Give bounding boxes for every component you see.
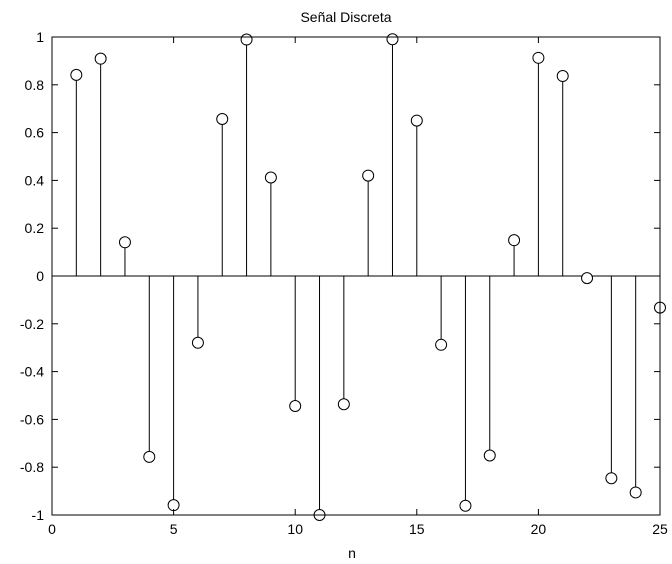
- stem-marker: [118, 236, 131, 249]
- chart-title: Señal Discreta: [300, 9, 391, 25]
- stem-marker: [459, 499, 472, 512]
- stem-marker: [508, 234, 521, 247]
- axis-ticks: 0 5 10 15 20 25 -1 -0.8 -0.6 -0.4 -0.2 0 0.2 0.4 0.6 0.…: [20, 29, 668, 537]
- y-tick-label: -0.6: [20, 411, 44, 427]
- stem-marker: [240, 33, 253, 46]
- y-tick-label: -0.2: [20, 316, 44, 332]
- x-tick-label: 10: [287, 521, 303, 537]
- x-tick-label: 15: [409, 521, 425, 537]
- stem-marker: [143, 450, 156, 463]
- y-tick-label: -1: [32, 507, 45, 523]
- plot-area: [52, 33, 666, 521]
- y-tick-label: 0.8: [25, 77, 45, 93]
- y-tick-label: 0.2: [25, 220, 45, 236]
- x-axis-label: n: [348, 545, 356, 561]
- stem-marker: [410, 114, 423, 127]
- stem-marker: [289, 400, 302, 413]
- stem-marker: [216, 112, 229, 125]
- stem-marker: [70, 68, 83, 81]
- y-tick-label: 0.4: [25, 172, 45, 188]
- y-tick-label: 0: [36, 268, 44, 284]
- y-tick-label: -0.8: [20, 459, 44, 475]
- stem-marker: [605, 472, 618, 485]
- stem-marker: [556, 70, 569, 83]
- x-tick-label: 20: [531, 521, 547, 537]
- stem-marker: [386, 33, 399, 46]
- stem-marker: [337, 398, 350, 411]
- x-tick-label: 25: [652, 521, 668, 537]
- x-tick-label: 0: [48, 521, 56, 537]
- x-tick-label: 5: [170, 521, 178, 537]
- stem-marker: [532, 51, 545, 64]
- stem-marker: [581, 272, 594, 285]
- stem-marker: [191, 336, 204, 349]
- stem-marker: [435, 338, 448, 351]
- stem-marker: [362, 169, 375, 182]
- stem-marker: [629, 486, 642, 499]
- stem-marker: [94, 52, 107, 65]
- stem-marker: [264, 171, 277, 184]
- y-tick-label: 1: [36, 29, 44, 45]
- y-tick-label: 0.6: [25, 125, 45, 141]
- y-tick-label: -0.4: [20, 364, 44, 380]
- stem-marker: [483, 449, 496, 462]
